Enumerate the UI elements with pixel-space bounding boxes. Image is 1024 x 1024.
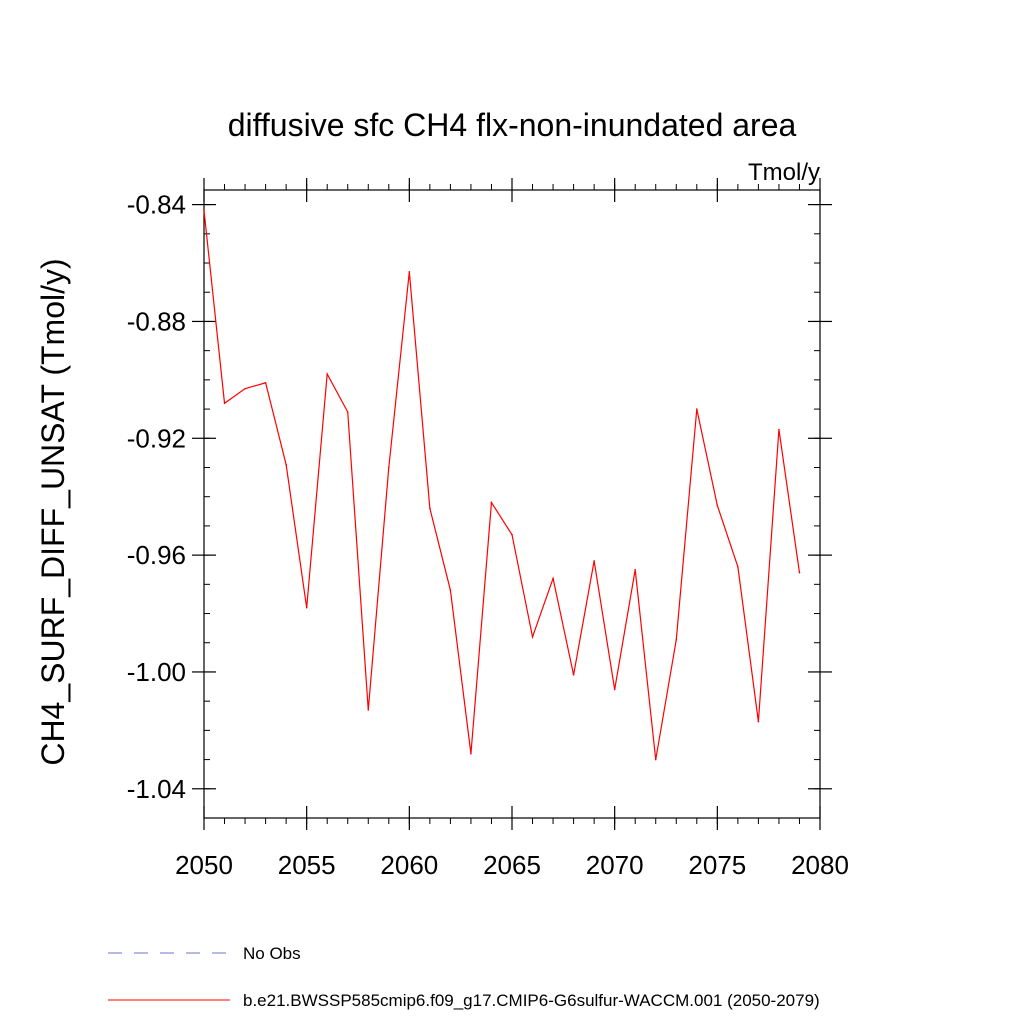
legend: No Obs b.e21.BWSSP585cmip6.f09_g17.CMIP6-… [108,944,820,1010]
data-point [654,758,657,761]
x-tick-label: 2075 [688,850,746,880]
data-point [367,709,370,711]
data-point [552,577,554,580]
x-tick-label: 2050 [175,850,233,880]
plot-frame [203,189,821,819]
data-point [798,571,801,574]
units-label: Tmol/y [748,159,820,186]
x-tick-label: 2080 [791,850,849,880]
data-point [593,560,595,562]
data-point [716,504,719,507]
data-point [634,568,636,571]
data-point [757,720,760,723]
tick-labels: -0.84 -0.88 -0.92 -0.96 -1.00 -1.04 2050 2055 20… [127,190,849,880]
data-point [429,507,431,510]
data-point [737,566,739,568]
chart-title: diffusive sfc CH4 flx-non-inundated area [228,107,797,143]
data-point [531,636,534,638]
y-tick-label: -1.04 [127,774,186,804]
data-point [613,688,616,691]
data-point [388,466,390,469]
data-point [572,674,575,676]
data-point [408,270,411,273]
data-point [778,428,780,431]
data-point [675,639,678,641]
series-line [203,210,801,760]
x-tick-label: 2070 [586,850,644,880]
x-tick-label: 2065 [483,850,541,880]
y-tick-label: -1.00 [127,657,186,687]
data-point [346,411,349,413]
y-tick-label: -0.84 [127,190,186,220]
y-tick-label: -0.92 [127,423,186,453]
data-point [470,752,472,755]
x-tick-label: 2055 [278,850,336,880]
data-point [264,381,267,384]
data-point [490,501,493,504]
series-layer [203,209,801,761]
data-point [285,463,287,466]
legend-label: b.e21.BWSSP585cmip6.f09_g17.CMIP6-G6sulf… [243,991,820,1010]
y-axis-label: CH4_SURF_DIFF_UNSAT (Tmol/y) [35,258,71,765]
data-point [511,533,513,536]
legend-label: No Obs [243,944,301,963]
y-tick-label: -0.96 [127,540,186,570]
x-tick-label: 2060 [380,850,438,880]
data-point [223,402,226,405]
minor-ticks [203,184,821,824]
data-point [449,589,452,591]
data-point [326,373,329,375]
data-point [244,387,246,390]
data-point [203,209,205,212]
y-tick-label: -0.88 [127,306,186,336]
data-point [696,408,698,410]
major-ticks [192,178,832,830]
data-point [305,606,308,609]
